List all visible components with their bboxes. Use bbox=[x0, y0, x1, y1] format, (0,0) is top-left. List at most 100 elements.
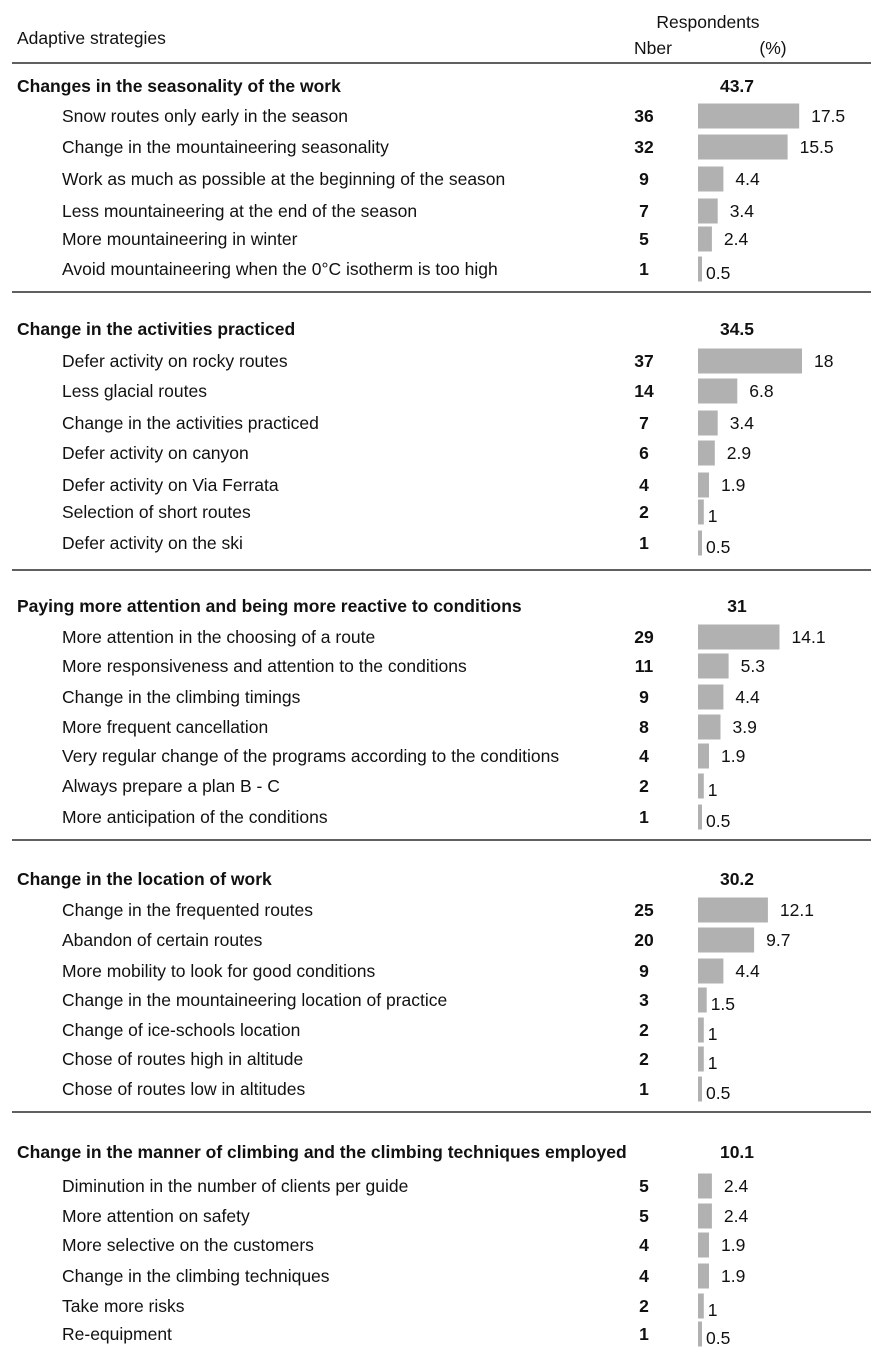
respondent-count: 4 bbox=[639, 475, 649, 495]
respondent-count: 9 bbox=[639, 169, 649, 189]
strategy-label: Change in the frequented routes bbox=[62, 900, 313, 920]
respondent-count: 2 bbox=[639, 502, 649, 522]
percent-bar bbox=[698, 897, 768, 923]
percent-label: 1.9 bbox=[721, 746, 745, 766]
percent-label: 1 bbox=[708, 1024, 718, 1044]
percent-bar bbox=[698, 103, 800, 129]
respondent-count: 1 bbox=[639, 259, 649, 279]
respondent-count: 8 bbox=[639, 717, 649, 737]
percent-bar bbox=[698, 773, 704, 799]
percent-bar bbox=[698, 653, 729, 679]
strategy-label: Change of ice-schools location bbox=[62, 1020, 300, 1040]
group-title: Changes in the seasonality of the work bbox=[17, 76, 341, 96]
strategy-label: More attention on safety bbox=[62, 1206, 250, 1226]
strategy-label: Very regular change of the programs acco… bbox=[62, 746, 559, 766]
respondent-count: 11 bbox=[635, 656, 654, 676]
header-strategies-label: Adaptive strategies bbox=[17, 28, 166, 48]
percent-label: 3.4 bbox=[730, 413, 755, 433]
percent-label: 4.4 bbox=[735, 687, 760, 707]
respondent-count: 1 bbox=[639, 1324, 649, 1344]
respondent-count: 7 bbox=[639, 413, 649, 433]
percent-bar bbox=[698, 1321, 702, 1347]
respondent-count: 5 bbox=[639, 1176, 649, 1196]
strategy-label: More mountaineering in winter bbox=[62, 229, 298, 249]
group-total: 30.2 bbox=[720, 869, 754, 889]
strategy-label: Defer activity on rocky routes bbox=[62, 351, 288, 371]
group-total: 34.5 bbox=[720, 319, 754, 339]
percent-bar bbox=[698, 624, 780, 650]
strategy-label: More attention in the choosing of a rout… bbox=[62, 627, 375, 647]
percent-label: 17.5 bbox=[811, 106, 845, 126]
chart-rows: Changes in the seasonality of the work 4 3… bbox=[12, 76, 871, 1348]
respondent-count: 7 bbox=[639, 201, 649, 221]
respondent-count: 2 bbox=[639, 776, 649, 796]
respondent-count: 1 bbox=[639, 533, 649, 553]
strategy-label: Change in the mountaineering location of… bbox=[62, 990, 447, 1010]
respondent-count: 1 bbox=[639, 1079, 649, 1099]
group-total: 31 bbox=[727, 596, 747, 616]
percent-bar bbox=[698, 378, 738, 404]
percent-bar bbox=[698, 1263, 709, 1289]
respondent-count: 5 bbox=[639, 1206, 649, 1226]
percent-bar bbox=[698, 198, 718, 224]
percent-label: 18 bbox=[814, 351, 833, 371]
strategy-label: More responsiveness and attention to the… bbox=[62, 656, 467, 676]
percent-bar bbox=[698, 684, 724, 710]
percent-bar bbox=[698, 226, 712, 252]
group-total: 10.1 bbox=[720, 1142, 754, 1162]
percent-label: 0.5 bbox=[706, 537, 730, 557]
percent-label: 2.9 bbox=[727, 443, 751, 463]
strategy-label: Defer activity on Via Ferrata bbox=[62, 475, 279, 495]
strategy-label: Defer activity on the ski bbox=[62, 533, 243, 553]
percent-bar bbox=[698, 804, 702, 830]
percent-label: 15.5 bbox=[800, 137, 834, 157]
percent-label: 2.4 bbox=[724, 1176, 749, 1196]
respondent-count: 2 bbox=[639, 1296, 649, 1316]
strategy-label: Abandon of certain routes bbox=[62, 930, 263, 950]
strategy-label: Less glacial routes bbox=[62, 381, 207, 401]
group-title: Paying more attention and being more rea… bbox=[17, 596, 522, 616]
header-count-label: Nber bbox=[634, 38, 672, 58]
strategy-label: Always prepare a plan B - C bbox=[62, 776, 280, 796]
respondent-count: 5 bbox=[639, 229, 649, 249]
respondent-count: 29 bbox=[634, 627, 654, 647]
percent-label: 4.4 bbox=[735, 961, 760, 981]
percent-bar bbox=[698, 743, 709, 769]
respondent-count: 2 bbox=[639, 1020, 649, 1040]
strategy-label: Defer activity on canyon bbox=[62, 443, 249, 463]
percent-label: 0.5 bbox=[706, 1328, 730, 1348]
percent-label: 0.5 bbox=[706, 811, 730, 831]
percent-bar bbox=[698, 1173, 712, 1199]
respondent-count: 4 bbox=[639, 746, 649, 766]
strategy-label: Work as much as possible at the beginnin… bbox=[62, 169, 505, 189]
percent-bar bbox=[698, 134, 788, 160]
percent-label: 4.4 bbox=[735, 169, 760, 189]
strategy-label: Diminution in the number of clients per … bbox=[62, 1176, 408, 1196]
percent-label: 0.5 bbox=[706, 263, 730, 283]
percent-label: 14.1 bbox=[792, 627, 826, 647]
percent-bar bbox=[698, 472, 709, 498]
percent-label: 1.5 bbox=[711, 994, 735, 1014]
percent-label: 1 bbox=[708, 1300, 718, 1320]
percent-label: 1 bbox=[708, 780, 718, 800]
strategy-label: Change in the activities practiced bbox=[62, 413, 319, 433]
respondent-count: 2 bbox=[639, 1049, 649, 1069]
respondent-count: 25 bbox=[634, 900, 654, 920]
percent-label: 0.5 bbox=[706, 1083, 730, 1103]
percent-label: 2.4 bbox=[724, 229, 749, 249]
percent-bar bbox=[698, 256, 702, 282]
percent-bar bbox=[698, 348, 802, 374]
strategy-label: Avoid mountaineering when the 0°C isothe… bbox=[62, 259, 498, 279]
respondent-count: 1 bbox=[639, 807, 649, 827]
strategy-label: Less mountaineering at the end of the se… bbox=[62, 201, 417, 221]
respondent-count: 6 bbox=[639, 443, 649, 463]
percent-label: 1 bbox=[708, 506, 718, 526]
respondent-count: 9 bbox=[639, 961, 649, 981]
percent-bar bbox=[698, 166, 724, 192]
percent-label: 1.9 bbox=[721, 475, 745, 495]
strategy-label: Snow routes only early in the season bbox=[62, 106, 348, 126]
percent-label: 12.1 bbox=[780, 900, 814, 920]
respondent-count: 36 bbox=[634, 106, 654, 126]
percent-label: 5.3 bbox=[741, 656, 765, 676]
strategy-label: More selective on the customers bbox=[62, 1235, 314, 1255]
